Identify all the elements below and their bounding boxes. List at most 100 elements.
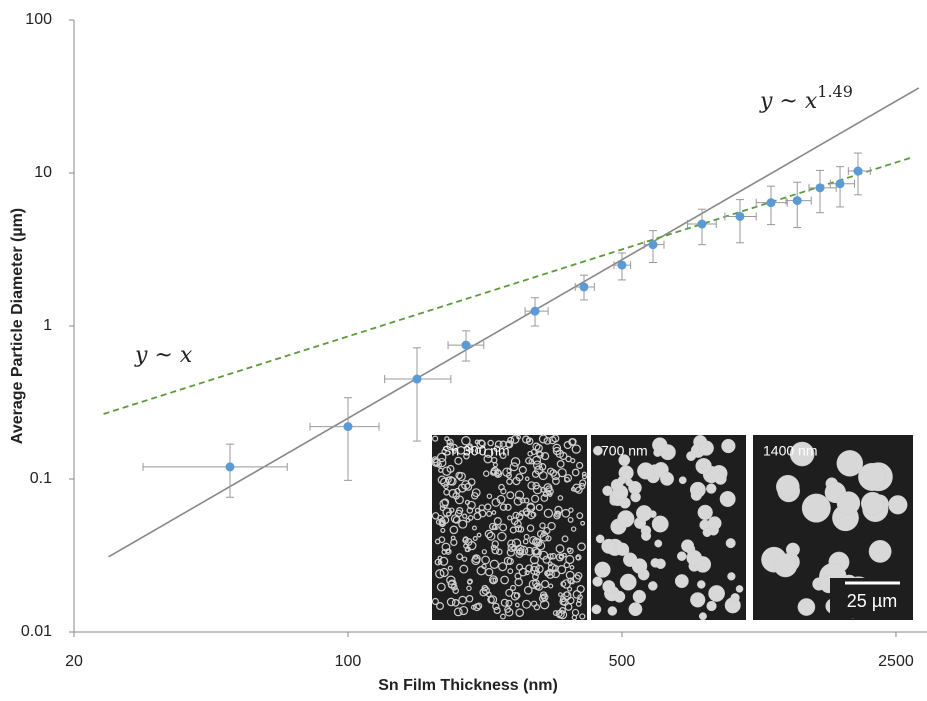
particle [561,579,571,589]
particle [499,503,508,511]
particle [567,547,574,555]
particle [472,535,478,541]
y-tick-label: 0.1 [30,470,52,487]
particle [481,549,488,555]
particle [575,600,582,607]
particle [526,524,535,532]
x-tick-label: 500 [609,653,636,670]
particle [571,468,580,477]
data-point [617,260,627,270]
particle [456,446,466,455]
particle [451,599,460,607]
particle [494,440,503,449]
particle [437,559,443,565]
particle [525,457,533,465]
particle [487,439,494,447]
particle [466,585,472,592]
particle [543,508,554,518]
particle [538,462,547,471]
particle [517,526,525,533]
data-point [835,179,845,189]
particle [660,471,675,486]
particle [441,498,450,507]
particle [576,598,582,604]
particle [437,475,447,485]
particle [507,515,513,521]
particle [490,577,497,584]
particle [510,517,519,525]
particle [595,534,605,544]
particle [545,485,553,493]
particle [678,476,687,485]
particle [467,443,473,449]
particle [681,539,695,553]
particle [551,434,560,443]
particle [509,462,519,472]
particle [497,531,507,542]
particle [559,451,568,461]
particle [491,510,497,515]
particle [541,452,550,461]
particle [601,538,617,554]
particle [563,474,573,483]
particle [496,494,506,504]
particle [868,540,892,563]
particle [447,580,457,589]
particle [518,545,529,556]
particle [454,495,464,505]
particle [577,542,586,552]
particle [801,493,831,523]
particle [440,527,446,533]
particle [535,583,543,591]
particle [475,602,483,610]
particle [514,602,520,608]
particle [492,602,500,611]
particle [487,595,495,604]
particle [525,437,534,445]
particle [531,546,540,556]
particle [514,577,523,587]
particle [576,461,584,470]
particle [445,511,452,517]
particle [490,544,497,551]
particle [462,513,468,519]
particle [488,522,497,531]
particle [509,526,517,534]
particle [569,565,575,570]
particle [467,541,477,551]
particle [466,507,474,514]
particle [491,497,501,507]
particle [516,434,521,440]
particle [563,591,570,598]
particle [617,510,635,528]
particle [558,592,563,597]
particle [437,555,443,561]
particle [565,554,575,565]
particle [650,558,661,568]
particle [654,539,663,548]
particle [555,544,565,554]
particle [494,472,500,478]
particle [471,492,479,500]
particle [641,530,652,541]
particle [565,570,575,580]
particle [888,495,908,515]
inset-images: Sn 300 nm 700 nm 1400 nm 25 µm [431,434,913,621]
particle [554,505,563,515]
particle [686,451,697,461]
particle [483,470,490,477]
particle [506,478,513,485]
particle [484,529,494,539]
particle [539,599,550,610]
particle [725,538,736,549]
particle [549,552,557,560]
particle [493,445,501,453]
annotation-text: y ~ x [759,89,818,114]
particle [561,508,571,518]
particle [592,576,603,587]
x-tick-label: 20 [65,653,83,670]
particle [506,472,512,479]
particle [489,559,499,569]
particle [491,540,499,548]
particle [481,586,490,595]
